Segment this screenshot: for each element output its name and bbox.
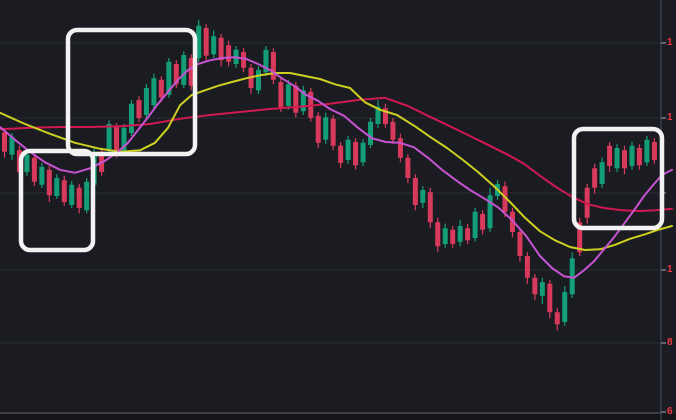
candle-down — [651, 142, 657, 160]
candle-up — [644, 139, 650, 163]
candle-down — [532, 277, 538, 295]
candle-down — [136, 100, 142, 118]
candle-down — [622, 150, 628, 169]
price-label: 1 — [667, 112, 673, 123]
candle-down — [188, 58, 194, 86]
candle-down — [427, 192, 433, 223]
candle-up — [629, 145, 635, 166]
candle-up — [106, 124, 112, 151]
candle-down — [450, 229, 456, 244]
candle-up — [323, 117, 329, 140]
candle-down — [480, 214, 486, 230]
candle-up — [166, 61, 172, 95]
time-axis-area[interactable] — [0, 414, 676, 420]
candle-down — [592, 168, 598, 188]
candle-down — [353, 142, 359, 166]
candle-up — [121, 127, 127, 152]
price-label: 1 — [667, 264, 673, 275]
moving-average-lines — [0, 56, 673, 279]
candle-down — [405, 157, 411, 178]
candle-down — [226, 45, 232, 62]
candle-down — [2, 132, 7, 152]
candle-down — [241, 52, 247, 68]
candle-up — [143, 88, 149, 115]
candle-down — [397, 138, 403, 158]
candle-up — [255, 70, 261, 91]
candle-up — [569, 258, 575, 295]
price-label: 6 — [667, 406, 673, 417]
candle-down — [502, 186, 508, 212]
candle-down — [76, 187, 82, 208]
candle-up — [69, 184, 75, 205]
highlight-box-left-dip — [18, 148, 96, 253]
candle-up — [375, 106, 381, 124]
candle-up — [9, 136, 15, 155]
candle-down — [412, 178, 418, 205]
price-label: 8 — [667, 337, 673, 348]
candle-down — [465, 228, 471, 241]
candle-down — [577, 222, 583, 253]
candle-down — [114, 127, 120, 151]
highlight-box-right-recovery — [571, 126, 665, 231]
candle-up — [84, 181, 90, 211]
candle-down — [435, 222, 441, 247]
candle-down — [636, 148, 642, 166]
candle-down — [390, 121, 396, 140]
candle-up — [614, 148, 620, 169]
candle-up — [599, 162, 605, 184]
candle-up — [472, 211, 478, 238]
candlestick-series — [2, 19, 657, 331]
candle-down — [31, 157, 37, 182]
candle-up — [285, 84, 291, 106]
candle-up — [539, 282, 545, 296]
candle-down — [270, 52, 276, 80]
candle-up — [151, 78, 157, 106]
candle-down — [173, 64, 179, 85]
candle-down — [158, 79, 164, 98]
candle-up — [181, 55, 187, 85]
candle-up — [360, 142, 366, 163]
candle-down — [584, 187, 590, 218]
candle-down — [46, 169, 52, 196]
candle-up — [211, 36, 217, 55]
candle-up — [196, 25, 202, 58]
highlight-box-rally-base — [65, 27, 198, 157]
ma-mid-line — [0, 72, 673, 251]
candle-up — [345, 139, 351, 160]
candle-down — [61, 180, 67, 202]
candle-down — [330, 118, 336, 146]
candle-up — [54, 178, 60, 196]
candle-up — [300, 90, 306, 112]
ma-slow-line — [0, 96, 673, 212]
candle-down — [293, 85, 299, 113]
ma-fast-line — [0, 56, 673, 279]
candle-down — [218, 37, 224, 61]
candle-down — [607, 145, 613, 166]
candle-down — [554, 312, 560, 325]
candle-up — [487, 195, 493, 229]
candle-down — [524, 256, 530, 278]
candle-up — [128, 103, 134, 133]
candle-up — [442, 228, 448, 244]
candle-down — [203, 28, 209, 56]
grid-lines — [0, 42, 661, 344]
price-label: 1 — [667, 37, 673, 48]
candle-up — [562, 292, 568, 322]
candle-down — [517, 232, 523, 256]
candle-up — [457, 226, 463, 242]
annotation-boxes — [18, 27, 665, 253]
candle-down — [382, 108, 388, 124]
candle-up — [263, 49, 269, 73]
candle-down — [547, 283, 553, 313]
candle-down — [278, 82, 284, 109]
candle-up — [420, 190, 426, 203]
candle-up — [368, 121, 374, 145]
candle-down — [315, 115, 321, 143]
candle-up — [24, 154, 30, 172]
candle-down — [338, 145, 344, 163]
candle-up — [39, 166, 45, 185]
